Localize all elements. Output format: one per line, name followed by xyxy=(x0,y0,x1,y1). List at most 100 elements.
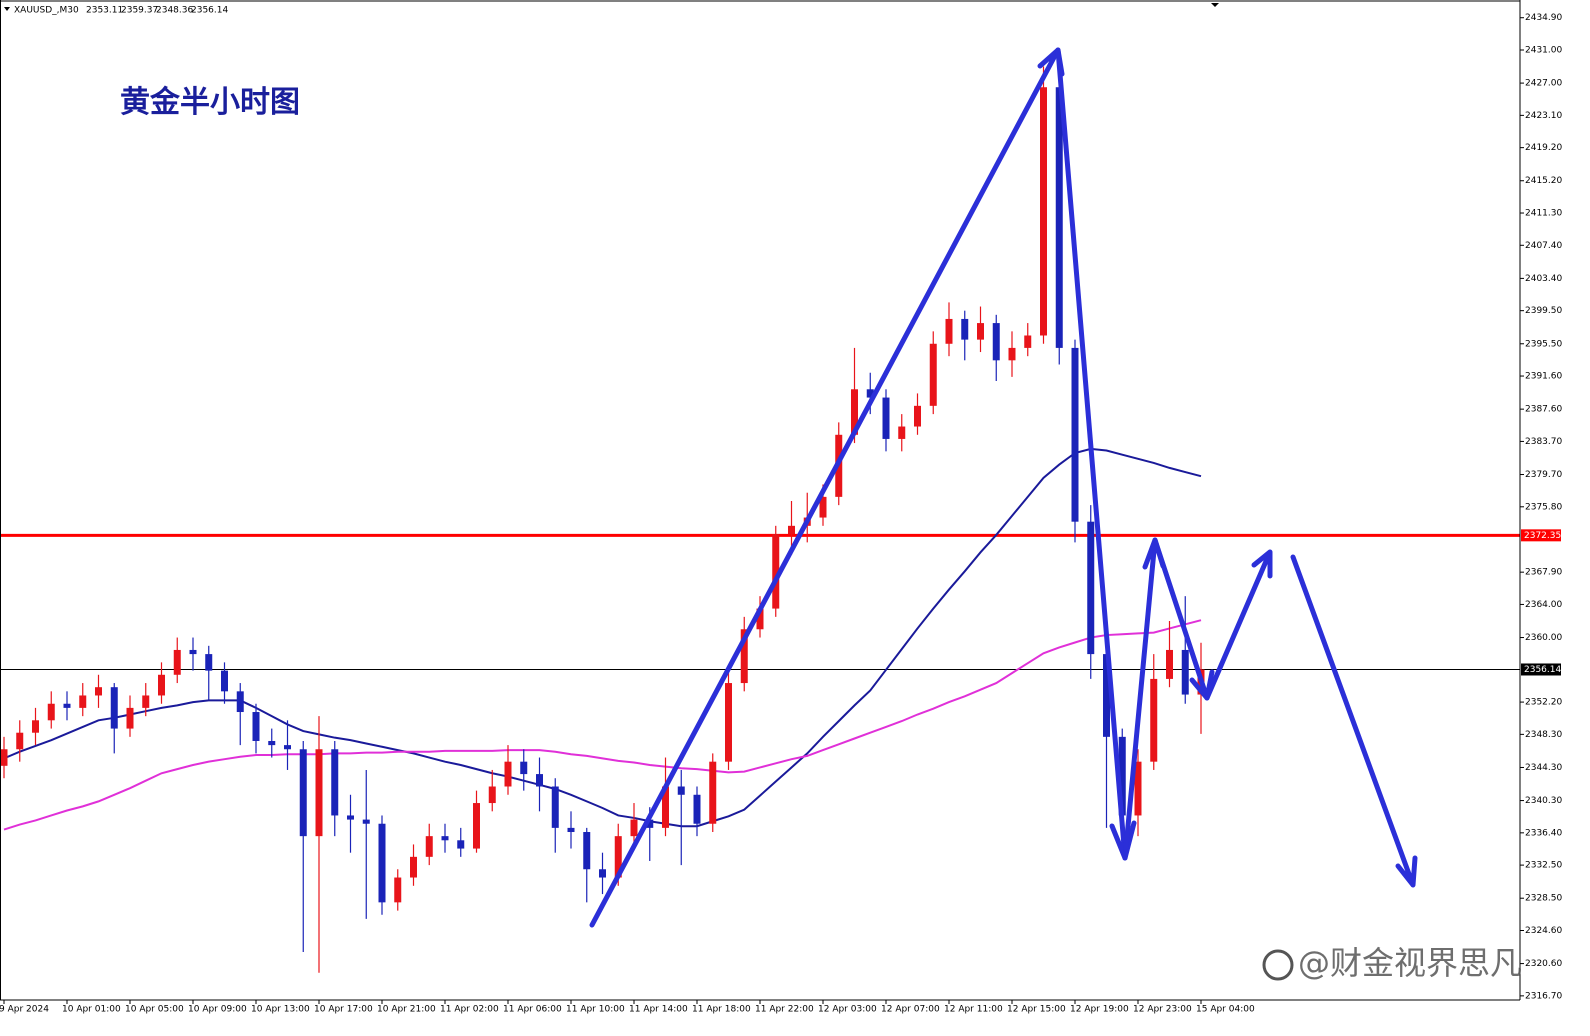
candle-body xyxy=(205,654,213,671)
candle-body xyxy=(331,749,339,816)
candle-body xyxy=(284,745,291,750)
ohlc-close: 2356.14 xyxy=(191,6,228,16)
candle-body xyxy=(488,786,496,804)
plot-area xyxy=(0,66,1520,973)
candle-body xyxy=(882,397,890,439)
candle-body xyxy=(79,695,87,708)
candle-body xyxy=(457,840,465,849)
x-tick-label: 12 Apr 15:00 xyxy=(1007,1005,1066,1015)
y-tick-label: 2434.90 xyxy=(1525,13,1562,23)
x-tick-label: 10 Apr 01:00 xyxy=(62,1005,121,1015)
x-tick-label: 11 Apr 14:00 xyxy=(629,1005,688,1015)
candle-body xyxy=(551,786,559,828)
candle-body xyxy=(630,819,638,837)
candle-body xyxy=(583,832,591,870)
candle-body xyxy=(1040,87,1047,336)
candle-body xyxy=(16,732,24,750)
candle-body xyxy=(1103,654,1110,737)
y-tick-label: 2344.30 xyxy=(1525,763,1562,773)
price-label-box xyxy=(1521,663,1561,676)
candle-body xyxy=(756,608,764,630)
y-tick-label: 2332.50 xyxy=(1525,861,1562,871)
ohlc-low: 2348.36 xyxy=(156,6,193,16)
header: XAUUSD_,M30 2353.11 2359.37 2348.36 2356… xyxy=(14,6,228,16)
candle-body xyxy=(1166,649,1173,679)
candle-body xyxy=(1181,649,1189,695)
candle-body xyxy=(662,786,669,828)
candle-body xyxy=(268,740,276,746)
watermark-text: @财金视界思凡 xyxy=(1298,944,1522,982)
y-tick-label: 2419.20 xyxy=(1525,143,1562,153)
candle-body xyxy=(173,649,181,675)
y-tick-label: 2367.90 xyxy=(1525,568,1562,578)
drawn-arrows xyxy=(589,47,1418,928)
candle-body xyxy=(536,774,543,787)
candle-body xyxy=(709,761,717,824)
x-tick-label: 12 Apr 07:00 xyxy=(881,1005,940,1015)
candle-body xyxy=(394,877,402,903)
y-tick-label: 2423.10 xyxy=(1525,111,1562,121)
candle-body xyxy=(252,712,260,741)
candle-body xyxy=(410,856,417,878)
candle-body xyxy=(1024,335,1032,348)
candle-body xyxy=(315,749,323,837)
candle-body xyxy=(221,670,228,692)
candle-body xyxy=(1118,736,1126,816)
candle-body xyxy=(693,794,701,824)
x-tick-label: 11 Apr 06:00 xyxy=(503,1005,562,1015)
candle-body xyxy=(63,703,71,708)
candle-body xyxy=(299,749,307,837)
y-tick-label: 2348.30 xyxy=(1525,730,1562,740)
candle-body xyxy=(95,687,102,696)
x-tick-label: 11 Apr 10:00 xyxy=(566,1005,625,1015)
candle-body xyxy=(992,323,1000,361)
y-tick-label: 2391.60 xyxy=(1525,372,1562,382)
watermark-logo xyxy=(1262,949,1294,981)
candle-body xyxy=(158,674,165,696)
candle-body xyxy=(110,687,118,729)
y-tick-label: 2383.70 xyxy=(1525,437,1562,447)
y-tick-label: 2320.60 xyxy=(1525,959,1562,969)
x-tick-label: 11 Apr 22:00 xyxy=(755,1005,814,1015)
symbol: XAUUSD_,M30 xyxy=(14,6,79,16)
y-tick-label: 2403.40 xyxy=(1525,274,1562,284)
y-tick-label: 2328.50 xyxy=(1525,894,1562,904)
candle-body xyxy=(142,695,150,708)
candle-body xyxy=(725,683,732,762)
candle-body xyxy=(819,496,827,518)
y-tick-label: 2340.30 xyxy=(1525,796,1562,806)
candle-body xyxy=(347,815,354,820)
ohlc-open: 2353.11 xyxy=(86,6,123,16)
candle-body xyxy=(126,707,134,729)
x-tick-label: 15 Apr 04:00 xyxy=(1196,1005,1255,1015)
y-tick-label: 2395.50 xyxy=(1525,339,1562,349)
y-tick-label: 2336.40 xyxy=(1525,828,1562,838)
moving-average xyxy=(3,447,1202,828)
candle-body xyxy=(740,629,748,684)
candle-body xyxy=(567,827,575,833)
candle-body xyxy=(47,703,55,721)
candle-body xyxy=(945,318,953,344)
shift-marker xyxy=(1211,3,1219,7)
candle-body xyxy=(929,343,937,406)
candle-body xyxy=(32,720,39,733)
candle-body xyxy=(520,761,528,775)
x-tick-label: 12 Apr 11:00 xyxy=(944,1005,1003,1015)
candle-body xyxy=(866,389,874,398)
candle-body xyxy=(1008,347,1016,361)
candle-body xyxy=(646,819,654,828)
candle-body xyxy=(378,823,386,903)
y-tick-label: 2379.70 xyxy=(1525,470,1562,480)
y-tick-label: 2415.20 xyxy=(1525,176,1562,186)
x-tick-label: 10 Apr 05:00 xyxy=(125,1005,184,1015)
candle-body xyxy=(898,426,906,439)
x-tick-label: 10 Apr 13:00 xyxy=(251,1005,310,1015)
x-tick-label: 12 Apr 03:00 xyxy=(818,1005,877,1015)
y-tick-label: 2427.00 xyxy=(1525,79,1562,89)
candle-body xyxy=(1071,347,1079,522)
candle-body xyxy=(914,405,921,427)
x-tick-label: 10 Apr 21:00 xyxy=(377,1005,436,1015)
price-label-box xyxy=(1521,529,1561,542)
